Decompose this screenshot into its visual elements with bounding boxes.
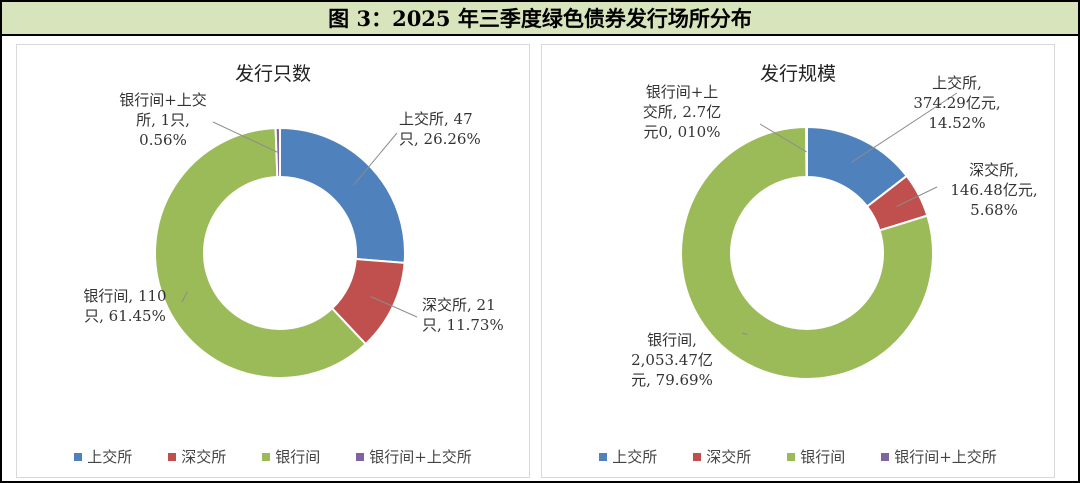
legend-item-interbank-shanghai: 银行间+上交所 — [356, 446, 472, 467]
data-label-interbank-shanghai: 银行间+上交所, 1只, 0.56% — [119, 91, 207, 149]
legend-label: 深交所 — [181, 448, 227, 466]
chart-panel-count: 发行只数 上交所, 47 只, 26.26% 深交所, 21 只, 11.73% 银行间… — [16, 44, 530, 478]
leader-line-interbank-shanghai — [212, 121, 279, 153]
legend-swatch-shenzhen — [168, 452, 177, 461]
data-label-shanghai: 上交所, 374.29亿元, 14.52% — [913, 74, 1000, 132]
legend-swatch-shanghai — [599, 452, 608, 461]
leader-line-interbank — [181, 291, 188, 303]
legend-label: 上交所 — [612, 448, 658, 466]
legend-label: 银行间 — [275, 448, 321, 466]
legend-label: 银行间+上交所 — [369, 448, 472, 466]
chart-panel-scale: 发行规模 上交所, 374.29亿元, 14.52% 深交所, 146.48亿元, 5.6… — [541, 44, 1055, 478]
legend-label: 深交所 — [706, 448, 752, 466]
figure-title: 图 3：2025 年三季度绿色债券发行场所分布 — [2, 2, 1078, 36]
data-label-shanghai: 上交所, 47 只, 26.26% — [399, 110, 481, 148]
donut-slice-shanghai — [279, 126, 406, 264]
data-label-shenzhen: 深交所, 146.48亿元, 5.68% — [950, 161, 1037, 219]
legend-label: 银行间+上交所 — [894, 448, 997, 466]
data-label-interbank: 银行间, 2,053.47亿元, 79.69% — [631, 331, 713, 389]
legend-item-shanghai: 上交所 — [74, 446, 132, 467]
legend-label: 上交所 — [87, 448, 133, 466]
legend-item-shenzhen: 深交所 — [693, 446, 751, 467]
legend-scale: 上交所 深交所 银行间 银行间+上交所 — [542, 446, 1054, 467]
leader-line-shanghai — [851, 92, 958, 163]
leader-line-interbank — [741, 332, 748, 335]
leader-line-shanghai — [353, 132, 398, 186]
legend-swatch-interbank — [262, 452, 271, 461]
legend-item-shenzhen: 深交所 — [168, 446, 226, 467]
legend-item-interbank-shanghai: 银行间+上交所 — [881, 446, 997, 467]
chart-title-scale: 发行规模 — [759, 63, 836, 85]
data-label-interbank: 银行间, 110 只, 61.45% — [83, 287, 166, 325]
data-label-shenzhen: 深交所, 21 只, 11.73% — [422, 296, 504, 334]
data-label-interbank-shanghai: 银行间+上交所, 2.7亿元0, 010% — [643, 83, 721, 141]
legend-count: 上交所 深交所 银行间 银行间+上交所 — [17, 446, 529, 467]
donut-slice-interbank — [680, 125, 934, 380]
leader-line-shenzhen — [896, 186, 938, 207]
leader-line-shenzhen — [370, 296, 418, 318]
legend-label: 银行间 — [800, 448, 846, 466]
donut-chart-count: 上交所, 47 只, 26.26% 深交所, 21 只, 11.73% 银行间, 110… — [83, 91, 504, 379]
legend-item-interbank: 银行间 — [262, 446, 320, 467]
legend-swatch-shenzhen — [693, 452, 702, 461]
legend-item-interbank: 银行间 — [787, 446, 845, 467]
donut-chart-scale: 上交所, 374.29亿元, 14.52% 深交所, 146.48亿元, 5.68% 银行间… — [631, 74, 1038, 389]
legend-swatch-interbank-shanghai — [881, 452, 890, 461]
donut-slice-interbank — [154, 127, 368, 379]
leader-line-interbank-shanghai — [759, 123, 807, 153]
legend-swatch-interbank — [787, 452, 796, 461]
legend-item-shanghai: 上交所 — [599, 446, 657, 467]
legend-swatch-shanghai — [74, 452, 83, 461]
legend-swatch-interbank-shanghai — [356, 452, 365, 461]
chart-title-count: 发行只数 — [234, 63, 311, 85]
